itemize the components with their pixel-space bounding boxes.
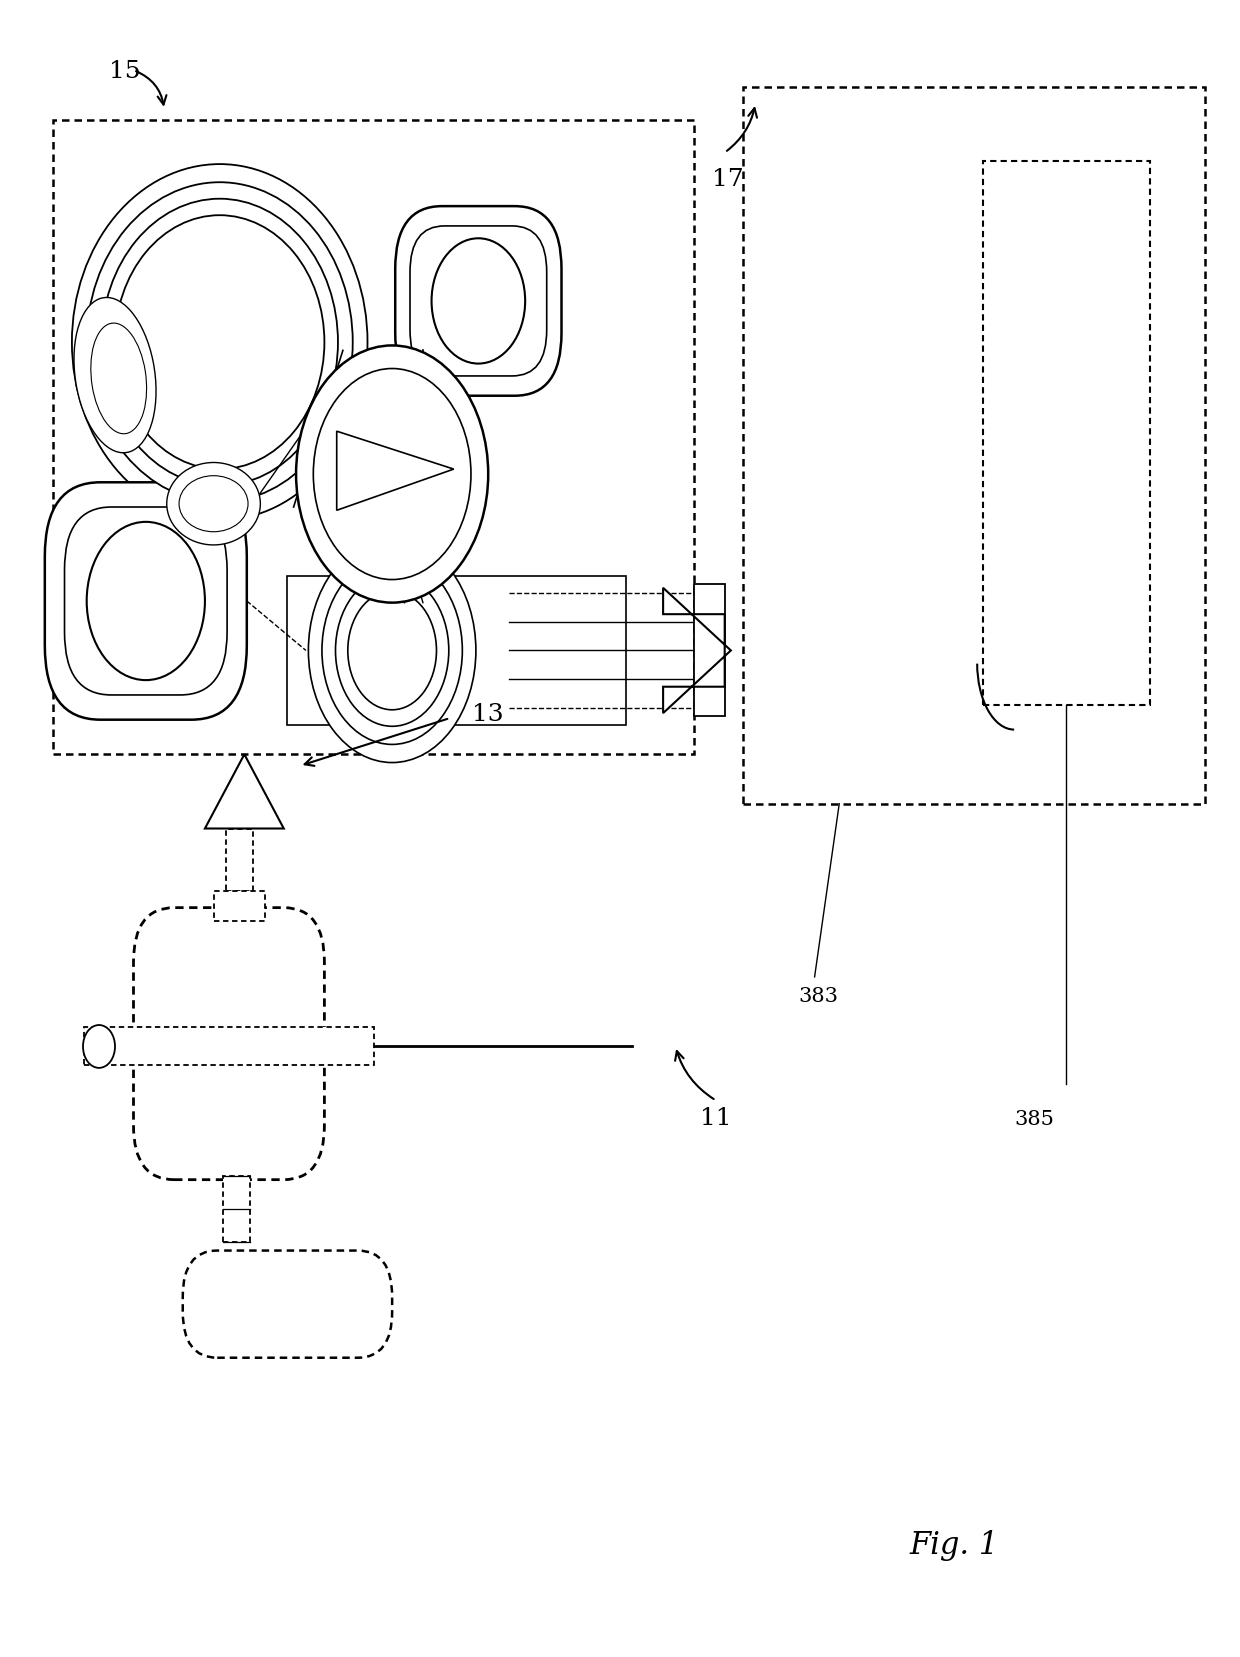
Ellipse shape (91, 323, 146, 434)
Circle shape (83, 1026, 115, 1067)
Text: 383: 383 (799, 986, 838, 1006)
Bar (288, 577, 626, 724)
Ellipse shape (72, 164, 367, 520)
Bar (694, 585, 724, 716)
FancyBboxPatch shape (182, 1251, 392, 1357)
Ellipse shape (87, 182, 352, 502)
Bar (983, 161, 1149, 704)
Circle shape (309, 539, 476, 762)
Bar (213, 891, 265, 921)
Text: 13: 13 (472, 703, 503, 726)
Text: Fig. 1: Fig. 1 (909, 1529, 998, 1561)
Circle shape (296, 345, 489, 603)
Bar (743, 86, 1205, 804)
Circle shape (322, 557, 463, 744)
FancyBboxPatch shape (45, 482, 247, 719)
Text: 17: 17 (712, 167, 744, 191)
Circle shape (314, 368, 471, 580)
Bar (223, 1176, 250, 1243)
Bar (53, 119, 694, 754)
Polygon shape (205, 754, 284, 828)
Ellipse shape (74, 298, 156, 452)
Ellipse shape (102, 199, 339, 486)
Ellipse shape (166, 462, 260, 545)
FancyBboxPatch shape (410, 225, 547, 376)
FancyBboxPatch shape (64, 507, 227, 694)
Ellipse shape (115, 215, 325, 469)
Text: 11: 11 (701, 1107, 732, 1130)
Bar (84, 1027, 373, 1065)
FancyBboxPatch shape (396, 205, 562, 396)
Circle shape (336, 575, 449, 726)
Text: 385: 385 (1014, 1110, 1054, 1130)
Circle shape (432, 239, 526, 363)
Bar (226, 828, 253, 891)
Text: 15: 15 (109, 60, 140, 83)
Circle shape (347, 592, 436, 709)
FancyBboxPatch shape (134, 908, 325, 1180)
Circle shape (87, 522, 205, 679)
Polygon shape (663, 588, 730, 713)
Ellipse shape (179, 476, 248, 532)
